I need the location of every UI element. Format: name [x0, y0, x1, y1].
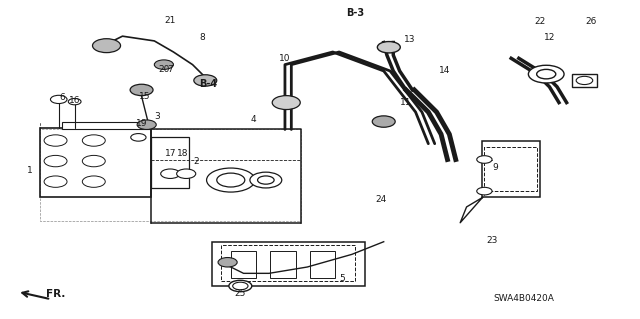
Circle shape	[257, 176, 274, 184]
Text: 18: 18	[177, 149, 189, 158]
Text: 3: 3	[155, 112, 161, 121]
Circle shape	[44, 155, 67, 167]
Circle shape	[576, 76, 593, 85]
Text: B-4: B-4	[200, 78, 218, 89]
Text: 6: 6	[59, 93, 65, 102]
Text: 22: 22	[534, 18, 545, 26]
Text: 2: 2	[193, 157, 198, 166]
Text: 23: 23	[486, 236, 498, 245]
Circle shape	[83, 155, 105, 167]
Bar	[231, 251, 256, 278]
Text: 24: 24	[375, 195, 386, 204]
Text: FR.: FR.	[46, 289, 65, 299]
Bar	[62, 122, 151, 130]
Circle shape	[68, 99, 81, 105]
Circle shape	[229, 280, 252, 292]
Text: 16: 16	[69, 97, 81, 106]
Circle shape	[177, 169, 196, 178]
Text: 17: 17	[164, 149, 176, 158]
Circle shape	[272, 96, 300, 109]
Text: 11: 11	[400, 98, 412, 107]
Bar	[484, 147, 538, 191]
Circle shape	[477, 156, 492, 163]
Circle shape	[537, 69, 556, 79]
Text: SWA4B0420A: SWA4B0420A	[493, 294, 554, 303]
Bar	[483, 141, 540, 197]
Bar	[310, 251, 335, 278]
Circle shape	[233, 282, 248, 290]
Text: 15: 15	[139, 92, 150, 101]
Text: 7: 7	[168, 65, 173, 74]
Circle shape	[130, 84, 153, 96]
Text: 9: 9	[492, 163, 498, 172]
Circle shape	[44, 176, 67, 187]
Circle shape	[372, 116, 395, 127]
Text: B-3: B-3	[346, 8, 364, 19]
Bar	[572, 74, 597, 87]
Text: 5: 5	[339, 274, 345, 283]
Circle shape	[51, 95, 67, 104]
Circle shape	[207, 168, 255, 192]
Text: 4: 4	[250, 115, 256, 124]
Text: 13: 13	[403, 35, 415, 44]
Bar	[151, 137, 189, 188]
Circle shape	[218, 257, 237, 267]
Bar	[221, 245, 355, 281]
Circle shape	[250, 172, 282, 188]
Circle shape	[83, 135, 105, 146]
Circle shape	[137, 120, 156, 130]
Circle shape	[477, 187, 492, 195]
Text: 25: 25	[235, 289, 246, 298]
Circle shape	[44, 135, 67, 146]
Text: 19: 19	[136, 119, 147, 128]
Text: 1: 1	[27, 166, 33, 175]
Circle shape	[131, 134, 146, 141]
Circle shape	[529, 65, 564, 83]
Text: 20: 20	[158, 65, 170, 74]
Text: 21: 21	[164, 16, 176, 25]
Bar	[40, 128, 151, 197]
Text: 12: 12	[544, 33, 555, 42]
Circle shape	[154, 60, 173, 69]
Circle shape	[217, 173, 245, 187]
Circle shape	[93, 39, 120, 53]
Circle shape	[83, 176, 105, 187]
Circle shape	[378, 41, 400, 53]
Text: 26: 26	[585, 18, 596, 26]
Circle shape	[194, 75, 217, 86]
Bar	[270, 251, 296, 278]
Bar	[212, 242, 365, 286]
Text: 10: 10	[279, 54, 291, 63]
Circle shape	[161, 169, 180, 178]
Text: 8: 8	[199, 33, 205, 42]
Text: 14: 14	[438, 66, 450, 76]
